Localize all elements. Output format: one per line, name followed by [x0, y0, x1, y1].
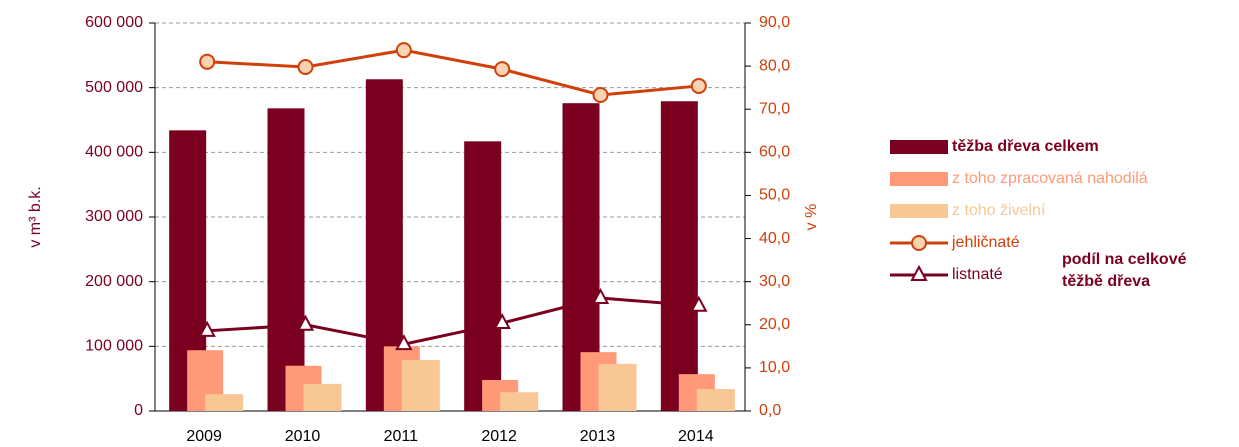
- y2-tick-label: 60,0: [759, 144, 790, 161]
- y2-tick-label: 0,0: [759, 402, 781, 419]
- x-tick-label: 2010: [285, 428, 321, 445]
- y-tick-label: 300 000: [85, 208, 143, 225]
- annotation: těžbě dřeva: [1062, 273, 1150, 290]
- legend-swatch: [890, 172, 948, 186]
- point: [395, 334, 413, 351]
- line: [207, 48, 699, 97]
- point: [395, 42, 412, 59]
- x-tick-label: 2009: [186, 428, 222, 445]
- annotation: podíl na celkové: [1062, 251, 1187, 268]
- x-tick-label: 2014: [678, 428, 714, 445]
- point: [199, 53, 216, 70]
- point: [591, 287, 610, 305]
- y2-axis-label: v %: [803, 204, 820, 231]
- bar: [205, 394, 244, 411]
- point: [911, 235, 927, 251]
- x-tick-label: 2013: [580, 428, 616, 445]
- y2-tick-label: 30,0: [759, 273, 790, 290]
- bar: [598, 363, 637, 411]
- y-tick-label: 500 000: [85, 79, 143, 96]
- y-tick-label: 200 000: [85, 273, 143, 290]
- point: [296, 314, 315, 331]
- y2-tick-label: 40,0: [759, 230, 790, 247]
- y2-tick-label: 50,0: [759, 187, 790, 204]
- y-tick-label: 100 000: [85, 338, 143, 355]
- bar: [267, 108, 305, 412]
- y-tick-label: 600 000: [85, 14, 143, 31]
- legend-label: listnaté: [952, 266, 1003, 283]
- y2-tick-label: 20,0: [759, 316, 790, 333]
- point: [494, 61, 511, 78]
- bar: [660, 101, 698, 411]
- legend-label: jehličnaté: [951, 234, 1020, 251]
- y2-tick-label: 10,0: [759, 359, 790, 376]
- y-axis-label: v m³ b.k.: [27, 186, 44, 247]
- point: [198, 320, 216, 337]
- y2-tick-label: 70,0: [759, 100, 790, 117]
- point: [690, 77, 707, 94]
- legend-swatch: [890, 140, 948, 154]
- point: [690, 295, 708, 312]
- x-tick-label: 2012: [481, 428, 517, 445]
- line: [207, 296, 699, 346]
- legend-swatch: [890, 204, 948, 218]
- legend-label: z toho zpracovaná nahodilá: [952, 170, 1148, 187]
- y-tick-label: 0: [134, 402, 143, 419]
- bar: [401, 359, 440, 411]
- bar: [500, 392, 539, 411]
- y2-tick-label: 90,0: [759, 14, 790, 31]
- legend-label: z toho živelní: [952, 202, 1046, 219]
- x-tick-label: 2011: [384, 428, 419, 445]
- point: [493, 312, 511, 330]
- bar: [303, 383, 342, 411]
- point: [297, 58, 314, 75]
- bar: [696, 389, 735, 411]
- bar: [464, 141, 502, 411]
- y2-tick-label: 80,0: [759, 57, 790, 74]
- y-tick-label: 400 000: [85, 144, 143, 161]
- legend-label: těžba dřeva celkem: [952, 138, 1099, 155]
- point: [592, 86, 609, 103]
- point: [910, 264, 928, 281]
